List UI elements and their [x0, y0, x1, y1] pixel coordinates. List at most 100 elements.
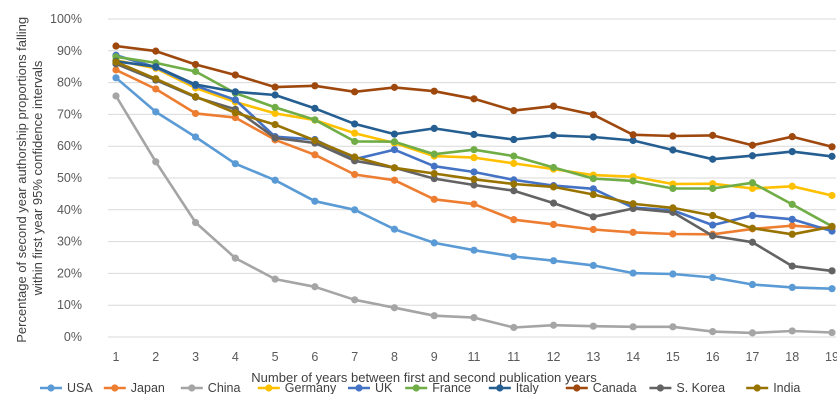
data-point-uk — [589, 185, 597, 193]
data-point-italy — [152, 63, 160, 71]
legend-item-france: France — [405, 381, 471, 394]
data-point-japan — [152, 85, 160, 93]
data-point-italy — [510, 135, 518, 144]
data-point-italy — [231, 88, 239, 96]
data-point-uk — [788, 215, 796, 223]
data-point-france — [709, 184, 717, 193]
data-point-usa — [748, 280, 757, 289]
y-axis-title-line-2: within first year 95% confidence interva… — [30, 60, 45, 296]
y-tick-label: 80% — [57, 76, 82, 90]
data-point-canada — [112, 42, 120, 50]
y-tick-label: 50% — [57, 171, 82, 185]
data-point-china — [191, 218, 200, 227]
data-point-france — [271, 103, 279, 112]
data-point-usa — [430, 239, 438, 247]
data-point-germany — [470, 154, 478, 162]
legend-item-s-korea: S. Korea — [649, 381, 725, 394]
y-tick-label: 70% — [57, 107, 82, 121]
data-point-china — [828, 328, 836, 337]
data-point-italy — [549, 131, 558, 139]
data-point-japan — [669, 230, 677, 238]
y-tick-label: 20% — [57, 266, 82, 280]
data-point-india — [311, 136, 319, 145]
data-point-china — [510, 323, 518, 332]
data-point-japan — [510, 216, 518, 224]
data-point-china — [669, 323, 677, 331]
data-point-germany — [510, 159, 518, 167]
data-point-italy — [351, 120, 359, 128]
data-point-s-korea — [748, 238, 757, 246]
data-point-france — [470, 146, 478, 154]
data-point-usa — [231, 160, 239, 168]
data-point-india — [510, 180, 518, 188]
data-point-canada — [669, 132, 677, 140]
x-tick-label: 11 — [507, 350, 520, 364]
data-point-canada — [709, 131, 717, 139]
x-tick-label: 17 — [745, 350, 759, 364]
y-axis-tick-labels: 0% 10% 20% 30% 40% 50% 60% 70% 80% 90% 100% — [50, 12, 82, 344]
data-point-italy — [629, 136, 637, 145]
y-tick-label: 40% — [57, 203, 82, 217]
data-point-usa — [828, 285, 836, 293]
data-point-china — [351, 296, 359, 304]
data-point-india — [669, 204, 677, 212]
data-point-france — [629, 177, 637, 185]
data-point-italy — [788, 148, 796, 156]
data-point-canada — [191, 60, 200, 69]
data-point-italy — [271, 91, 279, 99]
x-tick-label: 19 — [825, 350, 837, 364]
x-tick-label: 18 — [785, 350, 799, 364]
data-point-france — [748, 179, 757, 187]
legend-item-usa: USA — [40, 381, 93, 394]
data-point-uk — [748, 211, 757, 220]
data-point-germany — [788, 182, 796, 190]
data-point-s-korea — [709, 232, 717, 240]
data-point-france — [191, 67, 200, 76]
data-point-france — [788, 200, 796, 208]
data-point-italy — [828, 152, 836, 160]
series-lines — [112, 42, 836, 337]
legend-label: Japan — [131, 381, 165, 394]
data-point-canada — [430, 87, 438, 95]
data-point-italy — [669, 146, 677, 154]
data-point-canada — [390, 83, 399, 91]
data-point-india — [788, 230, 796, 238]
data-point-uk — [709, 221, 717, 229]
legend-label: France — [432, 381, 471, 394]
data-point-s-korea — [470, 181, 478, 189]
data-point-italy — [470, 130, 478, 139]
legend-swatch-marker — [753, 384, 761, 392]
data-point-china — [748, 329, 757, 337]
data-point-canada — [271, 83, 279, 91]
legend-swatch-marker — [265, 384, 273, 392]
x-tick-label: 5 — [272, 350, 279, 364]
legend: USA Japan China Germany UK France Italy Canada S… — [40, 381, 800, 394]
x-tick-label: 15 — [666, 350, 680, 364]
data-point-china — [788, 327, 796, 335]
data-point-india — [589, 190, 597, 199]
data-point-italy — [390, 130, 399, 138]
data-point-india — [112, 58, 120, 66]
x-tick-label: 1 — [113, 350, 120, 364]
data-point-italy — [311, 104, 319, 112]
data-point-india — [191, 92, 200, 101]
data-point-japan — [390, 176, 399, 184]
y-tick-label: 0% — [64, 330, 82, 344]
legend-label: China — [208, 381, 241, 394]
legend-swatch-marker — [496, 384, 504, 392]
data-point-india — [828, 223, 836, 231]
x-tick-label: 6 — [311, 350, 318, 364]
legend-label: Germany — [285, 381, 337, 394]
data-point-china — [549, 321, 558, 329]
legend-label: USA — [67, 381, 93, 394]
data-point-japan — [549, 220, 558, 229]
legend-label: UK — [375, 381, 393, 394]
data-point-s-korea — [430, 175, 438, 183]
data-point-usa — [669, 270, 677, 278]
y-tick-label: 30% — [57, 235, 82, 249]
data-point-france — [390, 138, 399, 146]
data-point-china — [709, 327, 717, 336]
data-point-china — [311, 283, 319, 291]
data-point-usa — [470, 246, 478, 254]
